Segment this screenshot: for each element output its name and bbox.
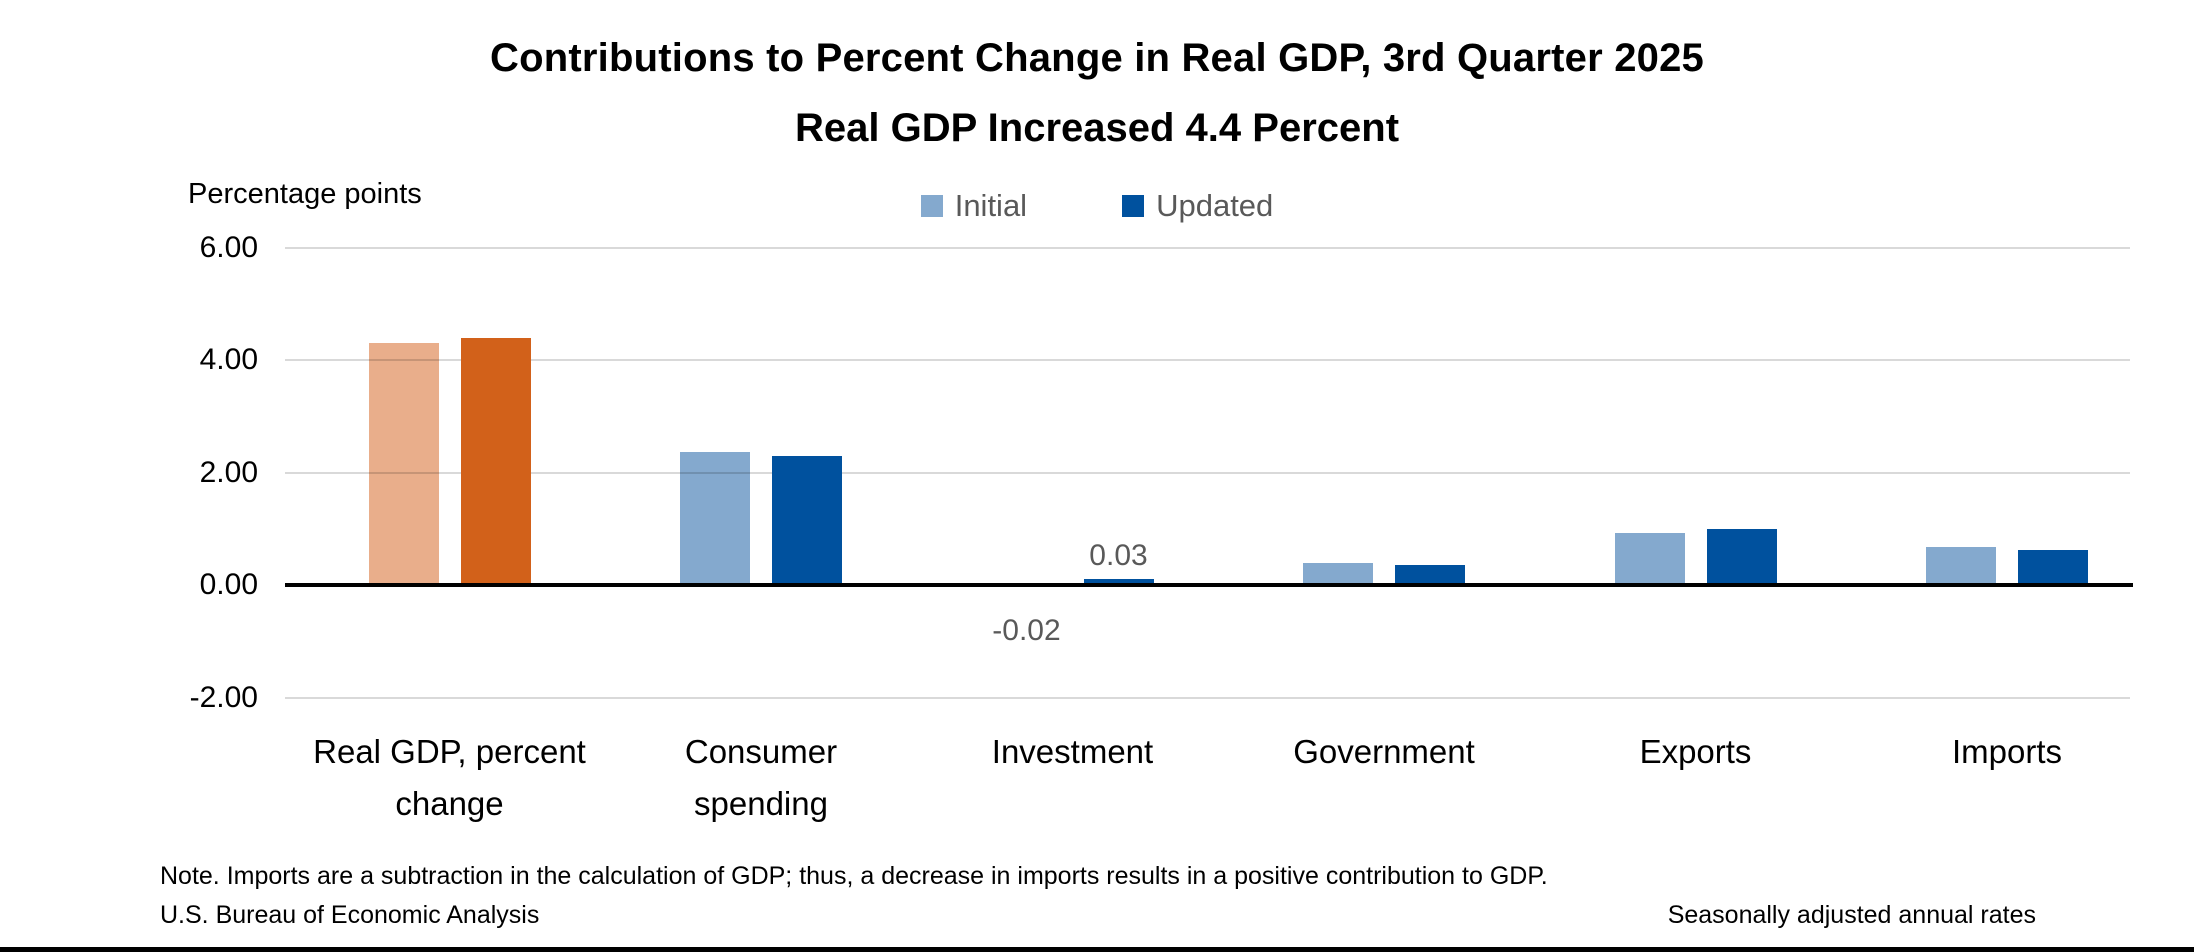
y-tick-label-6.00: 6.00: [199, 230, 258, 264]
bar-updated-imports: [2018, 550, 2088, 585]
category-label-government: Government: [1293, 733, 1475, 770]
x-axis-line: [285, 583, 2133, 587]
gridline-2.00: [285, 696, 2130, 699]
bar-updated-real-gdp-percent-change: [460, 337, 531, 585]
legend-item-initial: Initial: [920, 188, 1028, 224]
gridline-6.00: [285, 246, 2130, 249]
bar-updated-government: [1395, 564, 1465, 585]
chart-legend: Initial Updated: [0, 188, 2194, 224]
legend-label-initial: Initial: [954, 188, 1028, 223]
bar-initial-imports: [1926, 546, 1996, 585]
bottom-border: [0, 947, 2194, 952]
source-text: U.S. Bureau of Economic Analysis: [160, 901, 540, 929]
gridline-2.00: [285, 471, 2130, 474]
note-text: Note. Imports are a subtraction in the c…: [160, 862, 1548, 890]
legend-swatch-updated: [1122, 195, 1145, 217]
y-tick-label-2.00: 2.00: [199, 455, 258, 489]
bar-initial-exports: [1614, 533, 1685, 585]
chart-title: Contributions to Percent Change in Real …: [490, 36, 1704, 80]
chart-subtitle: Real GDP Increased 4.4 Percent: [794, 106, 1400, 150]
legend-item-updated: Updated: [1122, 188, 1273, 224]
legend-label-updated: Updated: [1156, 188, 1274, 223]
y-tick-label-2.00: -2.00: [189, 680, 258, 714]
category-label-exports: Exports: [1639, 733, 1752, 770]
bar-initial-consumer-spending: [680, 452, 750, 585]
legend-swatch-initial: [920, 195, 943, 217]
category-label-real-gdp-percent-change: Real GDP, percent change: [313, 733, 586, 822]
category-label-imports: Imports: [1951, 733, 2063, 770]
bar-updated-investment: [1083, 579, 1154, 585]
gridline-4.00: [285, 359, 2130, 361]
bar-updated-consumer-spending: [772, 455, 842, 585]
rates-note: Seasonally adjusted annual rates: [1667, 901, 2036, 929]
bar-updated-exports: [1706, 528, 1777, 585]
y-axis-label: Percentage points: [188, 178, 422, 210]
data-label-0.02: -0.02: [992, 614, 1061, 648]
y-tick-label-0.00: 0.00: [199, 568, 258, 601]
bar-initial-real-gdp-percent-change: [368, 343, 439, 585]
data-label-0.03: 0.03: [1089, 539, 1148, 573]
category-label-investment: Investment: [991, 733, 1154, 770]
bar-initial-government: [1303, 563, 1373, 585]
category-label-consumer-spending: Consumer spending: [684, 733, 838, 822]
y-tick-label-4.00: 4.00: [199, 343, 258, 376]
